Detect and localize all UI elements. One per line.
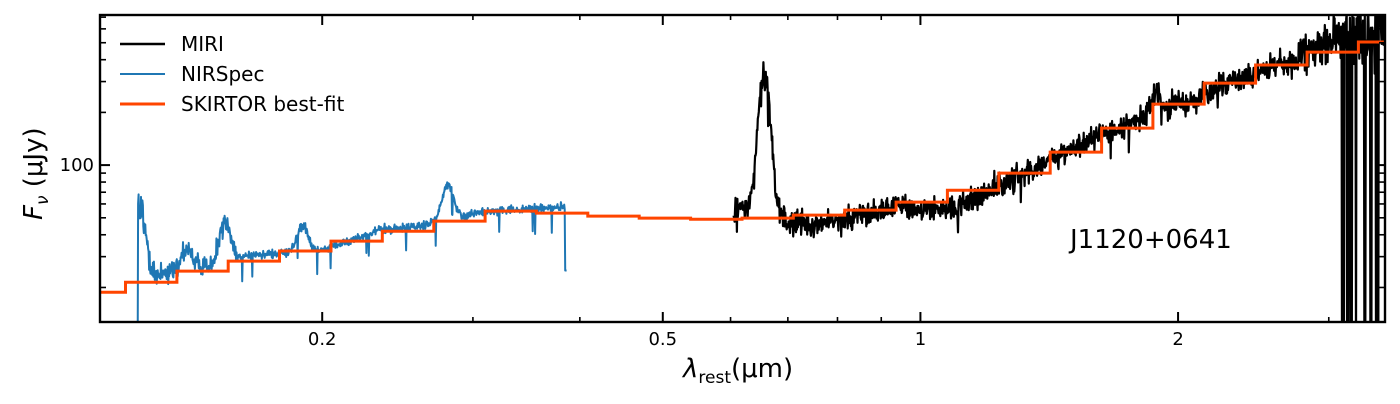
miri-spectrum-line [732, 15, 1385, 322]
y-axis-label: Fν (μJy) [19, 127, 53, 220]
legend-label-miri: MIRI [181, 32, 224, 56]
x-tick-label: 1 [915, 329, 926, 350]
object-annotation: J1120+0641 [1068, 225, 1232, 255]
x-tick-label: 0.2 [308, 329, 337, 350]
skirtor-bestfit-step-line [100, 40, 1385, 294]
ticks-layer: 0.2 0.5 1 2 100 [60, 15, 1385, 350]
series-layer [100, 15, 1385, 322]
legend: MIRI NIRSpec SKIRTOR best-fit [120, 32, 344, 116]
y-tick-label: 100 [60, 155, 94, 176]
plot-frame [98, 13, 1387, 324]
legend-label-nirspec: NIRSpec [181, 62, 264, 86]
legend-label-skirtor: SKIRTOR best-fit [181, 92, 344, 116]
x-tick-label: 2 [1172, 329, 1183, 350]
x-axis-label: λrest(μm) [681, 354, 793, 388]
x-tick-label: 0.5 [648, 329, 677, 350]
